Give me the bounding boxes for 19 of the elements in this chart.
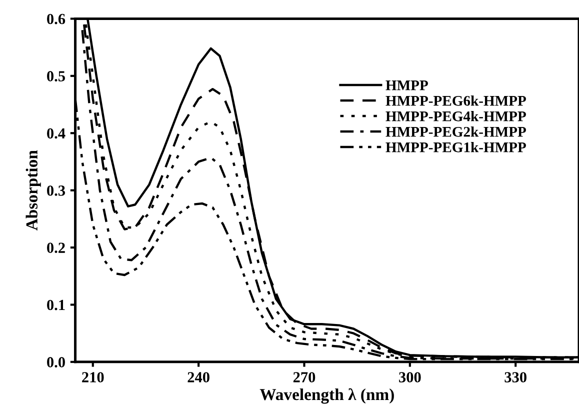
y-tick-label: 0.0 <box>47 357 65 368</box>
legend-label: HMPP-PEG4k-HMPP <box>386 110 526 122</box>
legend-label: HMPP-PEG6k-HMPP <box>386 95 526 106</box>
y-tick-label: 0.1 <box>47 300 65 310</box>
y-tick-label: 0.4 <box>47 128 66 139</box>
x-axis-title: Wavelength λ (nm) <box>260 388 394 404</box>
x-tick-label: 240 <box>188 372 210 382</box>
y-tick-label: 0.6 <box>47 14 66 24</box>
y-tick-label: 0.5 <box>47 71 65 82</box>
legend-label: HMPP-PEG1k-HMPP <box>386 142 526 152</box>
x-tick-label: 210 <box>82 372 104 382</box>
legend-label: HMPP <box>386 80 428 90</box>
x-tick-label: 270 <box>293 372 316 382</box>
x-tick-label: 300 <box>399 372 421 382</box>
x-tick-label: 330 <box>504 372 526 382</box>
y-tick-label: 0.2 <box>47 242 65 254</box>
y-axis-title: Absorption <box>26 150 41 230</box>
y-tick-label: 0.3 <box>47 185 66 196</box>
legend-label: HMPP-PEG2k-HMPP <box>386 126 526 137</box>
